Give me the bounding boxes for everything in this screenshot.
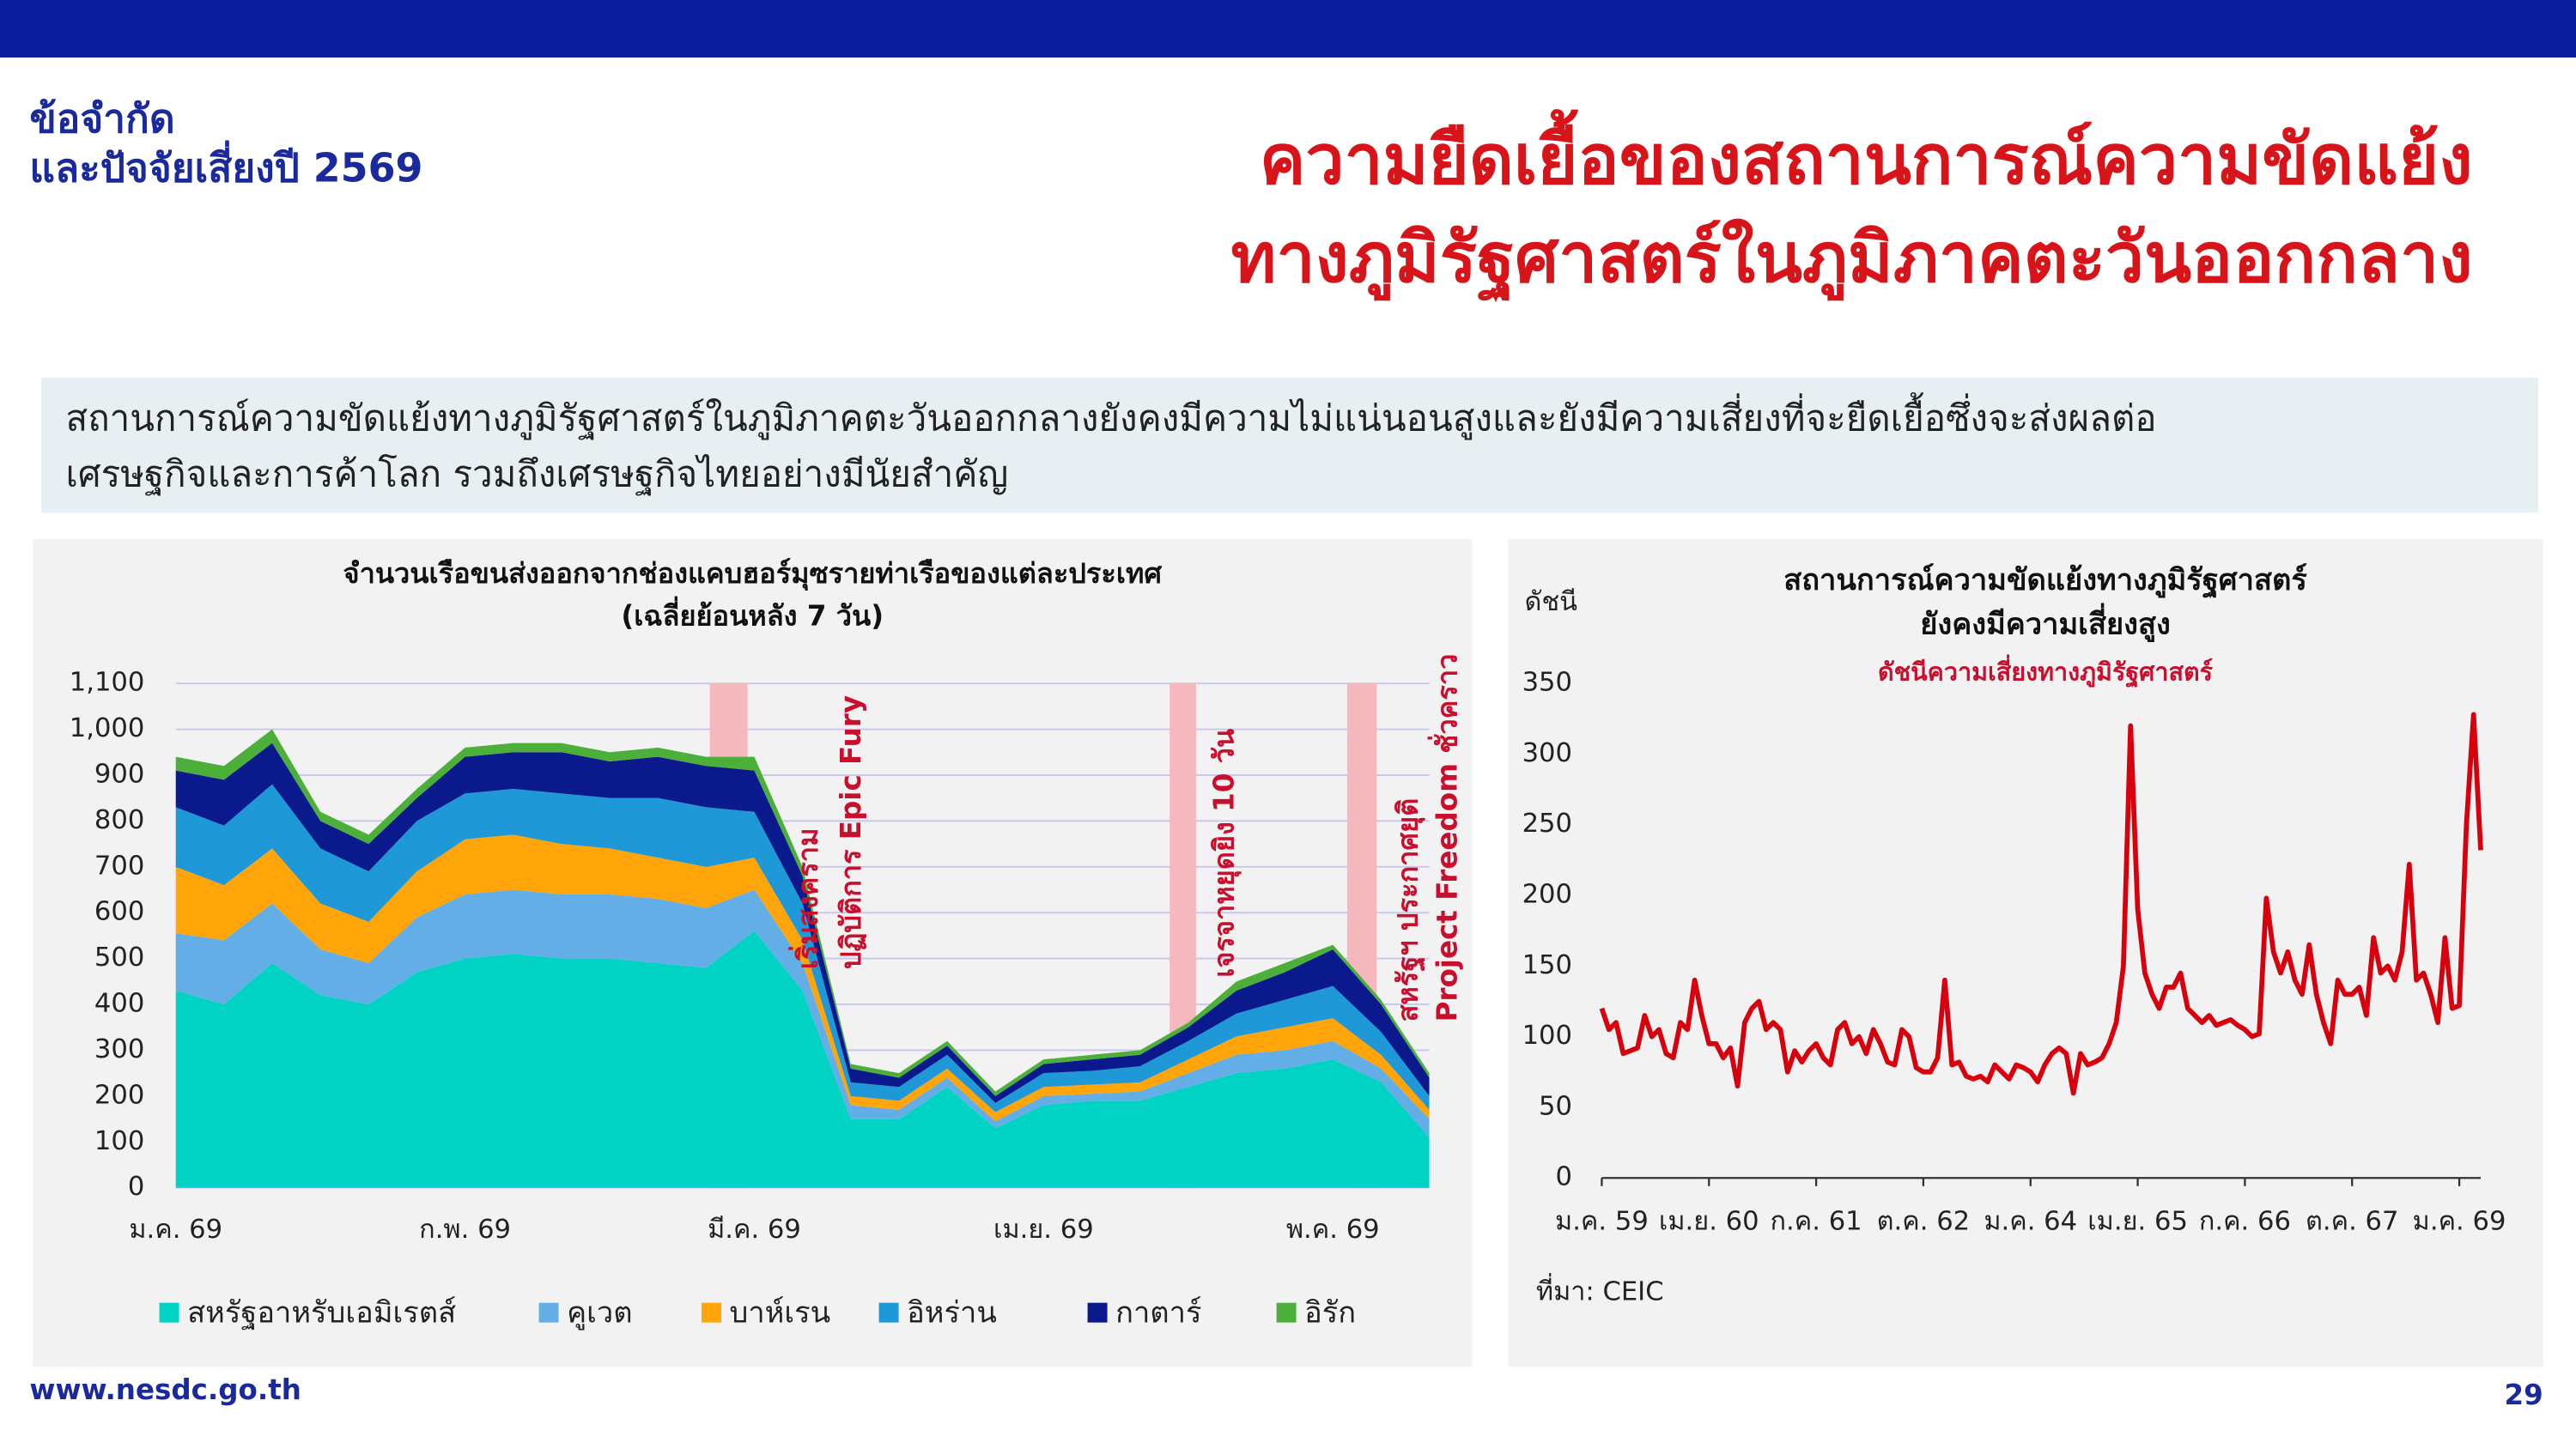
legend-label: อิหร่าน — [907, 1296, 997, 1331]
annotation: เจรจาหยุดยิง 10 วัน — [1207, 729, 1242, 978]
chart-title: (เฉลี่ยย้อนหลัง 7 วัน) — [621, 597, 884, 633]
area-series — [175, 931, 1430, 1188]
x-tick-label: มี.ค. 69 — [708, 1215, 801, 1245]
annotation: เริ่มสงคราม — [788, 828, 824, 969]
page-title: ความยืดเยื้อของสถานการณ์ความขัดแย้ง — [1260, 108, 2473, 199]
x-tick-label: ต.ค. 67 — [2306, 1206, 2398, 1236]
legend-swatch — [1276, 1302, 1297, 1323]
x-tick-label: ก.ค. 66 — [2199, 1206, 2291, 1236]
legend-label: บาห์เรน — [729, 1296, 830, 1331]
y-tick-label: 200 — [94, 1080, 144, 1110]
y-tick-label: 100 — [94, 1126, 144, 1156]
area-series — [175, 889, 1430, 1137]
y-tick-label: 600 — [94, 897, 144, 927]
y-tick-label: 1,100 — [70, 668, 145, 698]
y-tick-label: 200 — [1522, 880, 1572, 910]
legend-swatch — [538, 1302, 559, 1323]
x-tick-label: เม.ย. 69 — [993, 1215, 1094, 1245]
y-tick-label: 50 — [1539, 1091, 1572, 1121]
y-tick-label: 350 — [1522, 668, 1572, 698]
description: สถานการณ์ความขัดแย้งทางภูมิรัฐศาสตร์ในภู… — [66, 391, 2157, 440]
legend-label: สหรัฐอาหรับเอมิเรตส์ — [187, 1296, 456, 1331]
y-tick-label: 100 — [1522, 1021, 1572, 1051]
y-axis-label: ดัชนี — [1525, 587, 1578, 617]
legend-label: คูเวต — [567, 1296, 633, 1331]
x-tick-label: ก.พ. 69 — [419, 1215, 511, 1245]
top-bar — [0, 0, 2576, 58]
y-tick-label: 300 — [94, 1034, 144, 1064]
line-series — [1599, 712, 2483, 1096]
chart-title: จำนวนเรือขนส่งออกจากช่องแคบฮอร์มุซรายท่า… — [343, 557, 1163, 591]
y-tick-label: 800 — [94, 805, 144, 835]
y-tick-label: 0 — [1556, 1162, 1572, 1192]
y-tick-label: 1,000 — [70, 713, 145, 743]
y-tick-label: 150 — [1522, 950, 1572, 980]
description-box — [40, 378, 2538, 513]
annotation: ปฏิบัติการ Epic Fury — [835, 695, 867, 969]
section-title: และปัจจัยเสี่ยงปี 2569 — [29, 141, 422, 191]
y-tick-label: 900 — [94, 759, 144, 789]
y-tick-label: 250 — [1522, 809, 1572, 839]
x-tick-label: ม.ค. 69 — [2413, 1206, 2506, 1236]
legend-label: กาตาร์ — [1115, 1296, 1201, 1331]
y-tick-label: 400 — [94, 989, 144, 1019]
chart-title: ยังคงมีความเสี่ยงสูง — [1920, 603, 2171, 643]
x-tick-label: ก.ค. 61 — [1771, 1206, 1862, 1236]
description: เศรษฐกิจและการค้าโลก รวมถึงเศรษฐกิจไทยอย… — [66, 453, 1009, 496]
x-tick-label: พ.ค. 69 — [1286, 1215, 1380, 1245]
annotation: สหรัฐฯ ประกาศยุติ — [1392, 798, 1426, 1022]
annotation: Project Freedom ชั่วคราว — [1428, 654, 1464, 1022]
page-title: ทางภูมิรัฐศาสตร์ในภูมิภาคตะวันออกกลาง — [1231, 217, 2473, 303]
x-tick-label: ม.ค. 69 — [129, 1215, 222, 1245]
section-title: ข้อจำกัด — [29, 95, 174, 142]
y-tick-label: 0 — [128, 1172, 144, 1202]
y-tick-label: 700 — [94, 851, 144, 881]
chart-subtitle: ดัชนีความเสี่ยงทางภูมิรัฐศาสตร์ — [1878, 654, 2214, 688]
x-tick-label: เม.ย. 60 — [1659, 1206, 1759, 1236]
x-tick-label: ต.ค. 62 — [1877, 1206, 1970, 1236]
y-tick-label: 300 — [1522, 738, 1572, 768]
legend-swatch — [1087, 1302, 1108, 1323]
page-number: 29 — [2504, 1379, 2543, 1411]
source-note: ที่มา: CEIC — [1536, 1273, 1664, 1307]
legend-swatch — [878, 1302, 899, 1323]
legend-swatch — [159, 1302, 179, 1323]
legend-label: อิรัก — [1304, 1296, 1356, 1331]
x-tick-label: เม.ย. 65 — [2087, 1206, 2188, 1236]
chart-title: สถานการณ์ความขัดแย้งทางภูมิรัฐศาสตร์ — [1783, 563, 2307, 599]
x-tick-label: ม.ค. 64 — [1984, 1206, 2077, 1236]
x-tick-label: ม.ค. 59 — [1555, 1206, 1649, 1236]
legend-swatch — [701, 1302, 721, 1323]
footer-url: www.nesdc.go.th — [29, 1373, 301, 1406]
y-tick-label: 500 — [94, 943, 144, 973]
